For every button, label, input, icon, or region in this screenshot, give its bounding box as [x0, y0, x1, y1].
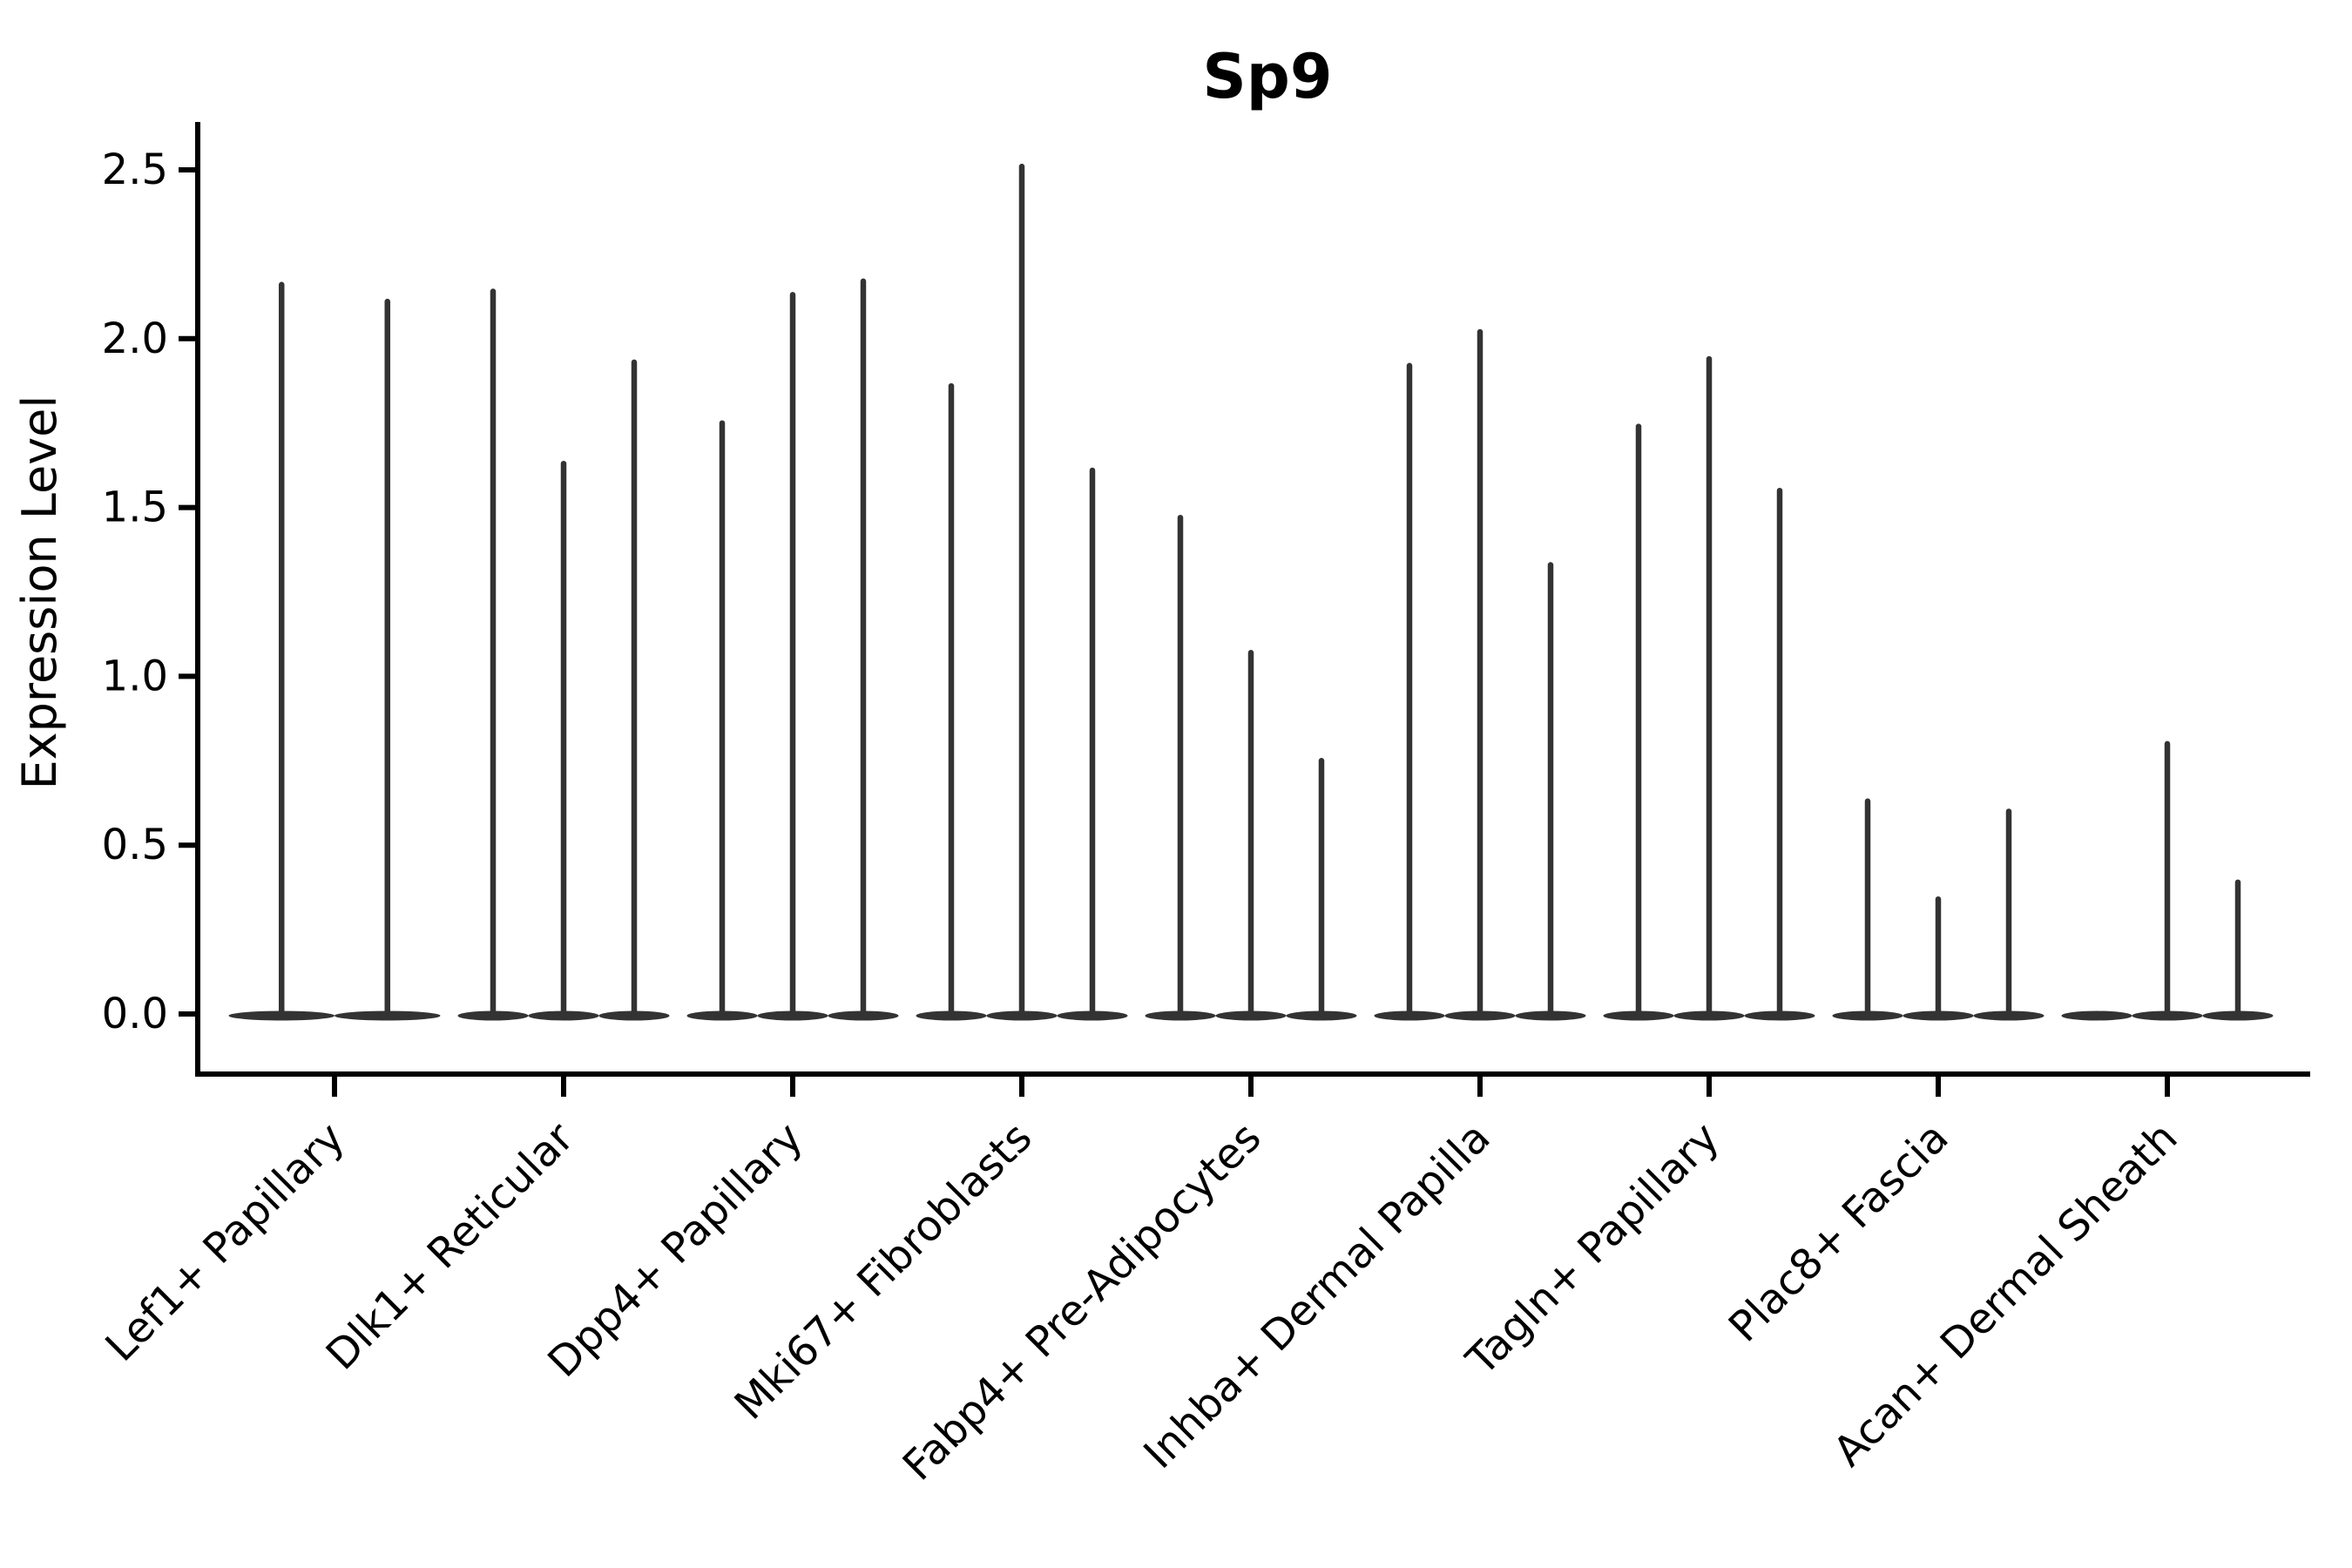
y-tick-label: 1.0 [102, 652, 168, 700]
axes [179, 122, 2310, 1097]
y-tick-label: 0.5 [102, 821, 168, 869]
x-tick-label: Dlk1+ Reticular [317, 1113, 584, 1380]
chart-title: Sp9 [1202, 41, 1332, 112]
x-tick-label: Lef1+ Papillary [97, 1113, 355, 1371]
y-axis-label: Expression Level [12, 395, 67, 790]
x-tick-label: Dpp4+ Papillary [538, 1113, 812, 1387]
x-tick-label: Tagln+ Papillary [1456, 1113, 1728, 1385]
violin-base [2061, 1010, 2132, 1021]
violins [228, 163, 2274, 1021]
y-tick-label: 2.0 [102, 314, 168, 363]
y-tick-label: 1.5 [102, 483, 168, 532]
y-tick-label: 0.0 [102, 990, 168, 1038]
y-tick-label: 2.5 [102, 145, 168, 194]
x-tick-label: Plac8+ Fascia [1720, 1113, 1958, 1352]
